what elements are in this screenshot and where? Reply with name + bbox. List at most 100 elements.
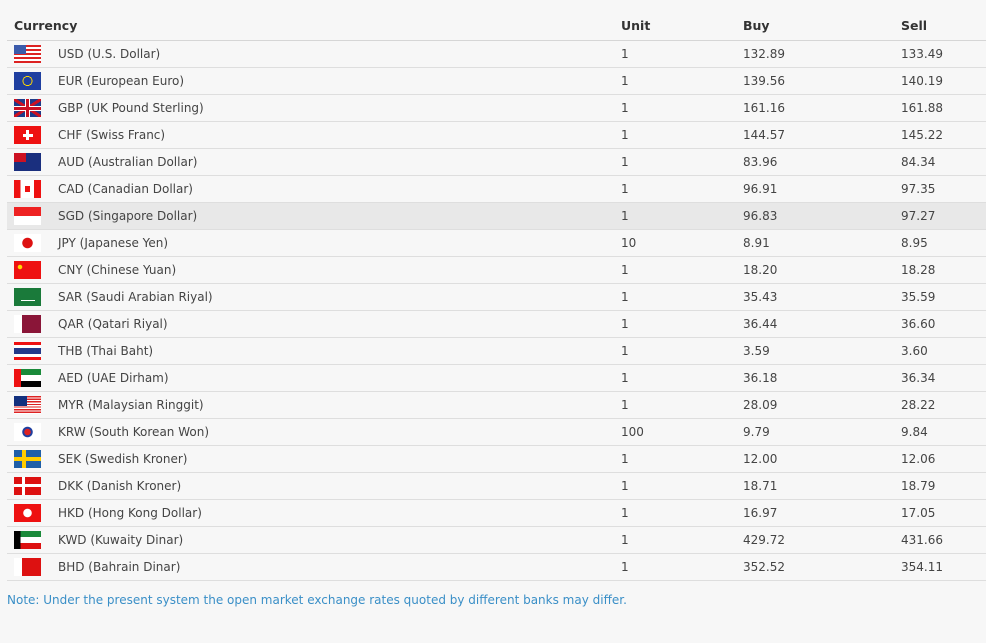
denmark-flag-icon <box>14 477 41 495</box>
header-sell: Sell <box>901 18 928 33</box>
exchange-rate-table: Currency Unit Buy Sell USD (U.S. Dollar)… <box>7 12 986 581</box>
header-currency: Currency <box>14 18 78 33</box>
table-row: EUR (European Euro) 1 139.56 140.19 <box>7 68 986 95</box>
table-row: KRW (South Korean Won) 100 9.79 9.84 <box>7 419 986 446</box>
sell-rate: 431.66 <box>901 533 943 547</box>
currency-name: GBP (UK Pound Sterling) <box>58 101 204 115</box>
currency-name: THB (Thai Baht) <box>58 344 154 358</box>
unit-value: 1 <box>621 506 629 520</box>
sell-rate: 12.06 <box>901 452 936 466</box>
currency-name: KWD (Kuwaity Dinar) <box>58 533 184 547</box>
table-row: HKD (Hong Kong Dollar) 1 16.97 17.05 <box>7 500 986 527</box>
table-row: MYR (Malaysian Ringgit) 1 28.09 28.22 <box>7 392 986 419</box>
korea-flag-icon <box>14 423 41 441</box>
sell-rate: 18.79 <box>901 479 936 493</box>
table-row: GBP (UK Pound Sterling) 1 161.16 161.88 <box>7 95 986 122</box>
japan-flag-icon <box>14 234 41 252</box>
currency-name: HKD (Hong Kong Dollar) <box>58 506 202 520</box>
sell-rate: 28.22 <box>901 398 936 412</box>
currency-name: SGD (Singapore Dollar) <box>58 209 198 223</box>
unit-value: 1 <box>621 263 629 277</box>
buy-rate: 28.09 <box>743 398 778 412</box>
sell-rate: 84.34 <box>901 155 936 169</box>
buy-rate: 36.44 <box>743 317 778 331</box>
uae-flag-icon <box>14 369 41 387</box>
unit-value: 100 <box>621 425 644 439</box>
sell-rate: 3.60 <box>901 344 928 358</box>
currency-name: SEK (Swedish Kroner) <box>58 452 188 466</box>
header-buy: Buy <box>743 18 770 33</box>
table-row: DKK (Danish Kroner) 1 18.71 18.79 <box>7 473 986 500</box>
currency-name: QAR (Qatari Riyal) <box>58 317 168 331</box>
buy-rate: 18.20 <box>743 263 778 277</box>
buy-rate: 96.91 <box>743 182 778 196</box>
currency-name: USD (U.S. Dollar) <box>58 47 161 61</box>
table-row: QAR (Qatari Riyal) 1 36.44 36.60 <box>7 311 986 338</box>
thailand-flag-icon <box>14 342 41 360</box>
buy-rate: 83.96 <box>743 155 778 169</box>
qatar-flag-icon <box>14 315 41 333</box>
buy-rate: 161.16 <box>743 101 785 115</box>
currency-name: MYR (Malaysian Ringgit) <box>58 398 204 412</box>
currency-name: EUR (European Euro) <box>58 74 185 88</box>
australia-flag-icon <box>14 153 41 171</box>
saudi-flag-icon <box>14 288 41 306</box>
sell-rate: 161.88 <box>901 101 943 115</box>
table-row: CAD (Canadian Dollar) 1 96.91 97.35 <box>7 176 986 203</box>
sell-rate: 145.22 <box>901 128 943 142</box>
kuwait-flag-icon <box>14 531 41 549</box>
unit-value: 1 <box>621 74 629 88</box>
currency-name: CHF (Swiss Franc) <box>58 128 166 142</box>
table-row: KWD (Kuwaity Dinar) 1 429.72 431.66 <box>7 527 986 554</box>
china-flag-icon <box>14 261 41 279</box>
unit-value: 1 <box>621 209 629 223</box>
table-row: SEK (Swedish Kroner) 1 12.00 12.06 <box>7 446 986 473</box>
buy-rate: 12.00 <box>743 452 778 466</box>
currency-name: AED (UAE Dirham) <box>58 371 169 385</box>
sweden-flag-icon <box>14 450 41 468</box>
currency-name: DKK (Danish Kroner) <box>58 479 182 493</box>
sell-rate: 17.05 <box>901 506 936 520</box>
currency-name: JPY (Japanese Yen) <box>58 236 169 250</box>
unit-value: 1 <box>621 47 629 61</box>
currency-name: CAD (Canadian Dollar) <box>58 182 193 196</box>
unit-value: 1 <box>621 371 629 385</box>
eu-flag-icon <box>14 72 41 90</box>
sell-rate: 35.59 <box>901 290 936 304</box>
sell-rate: 133.49 <box>901 47 943 61</box>
table-row: SAR (Saudi Arabian Riyal) 1 35.43 35.59 <box>7 284 986 311</box>
sell-rate: 9.84 <box>901 425 928 439</box>
currency-name: AUD (Australian Dollar) <box>58 155 198 169</box>
buy-rate: 35.43 <box>743 290 778 304</box>
unit-value: 1 <box>621 560 629 574</box>
unit-value: 1 <box>621 398 629 412</box>
sell-rate: 97.35 <box>901 182 936 196</box>
header-unit: Unit <box>621 18 651 33</box>
buy-rate: 18.71 <box>743 479 778 493</box>
currency-name: BHD (Bahrain Dinar) <box>58 560 181 574</box>
unit-value: 10 <box>621 236 637 250</box>
buy-rate: 3.59 <box>743 344 770 358</box>
buy-rate: 96.83 <box>743 209 778 223</box>
buy-rate: 429.72 <box>743 533 785 547</box>
sell-rate: 8.95 <box>901 236 928 250</box>
table-row: BHD (Bahrain Dinar) 1 352.52 354.11 <box>7 554 986 581</box>
table-row: JPY (Japanese Yen) 10 8.91 8.95 <box>7 230 986 257</box>
swiss-flag-icon <box>14 126 41 144</box>
table-row: AED (UAE Dirham) 1 36.18 36.34 <box>7 365 986 392</box>
currency-name: SAR (Saudi Arabian Riyal) <box>58 290 213 304</box>
unit-value: 1 <box>621 344 629 358</box>
buy-rate: 132.89 <box>743 47 785 61</box>
buy-rate: 352.52 <box>743 560 785 574</box>
sell-rate: 36.34 <box>901 371 936 385</box>
unit-value: 1 <box>621 533 629 547</box>
table-row: THB (Thai Baht) 1 3.59 3.60 <box>7 338 986 365</box>
unit-value: 1 <box>621 452 629 466</box>
currency-name: KRW (South Korean Won) <box>58 425 210 439</box>
sell-rate: 97.27 <box>901 209 936 223</box>
buy-rate: 144.57 <box>743 128 785 142</box>
hongkong-flag-icon <box>14 504 41 522</box>
unit-value: 1 <box>621 182 629 196</box>
disclaimer-note: Note: Under the present system the open … <box>7 593 627 607</box>
unit-value: 1 <box>621 290 629 304</box>
